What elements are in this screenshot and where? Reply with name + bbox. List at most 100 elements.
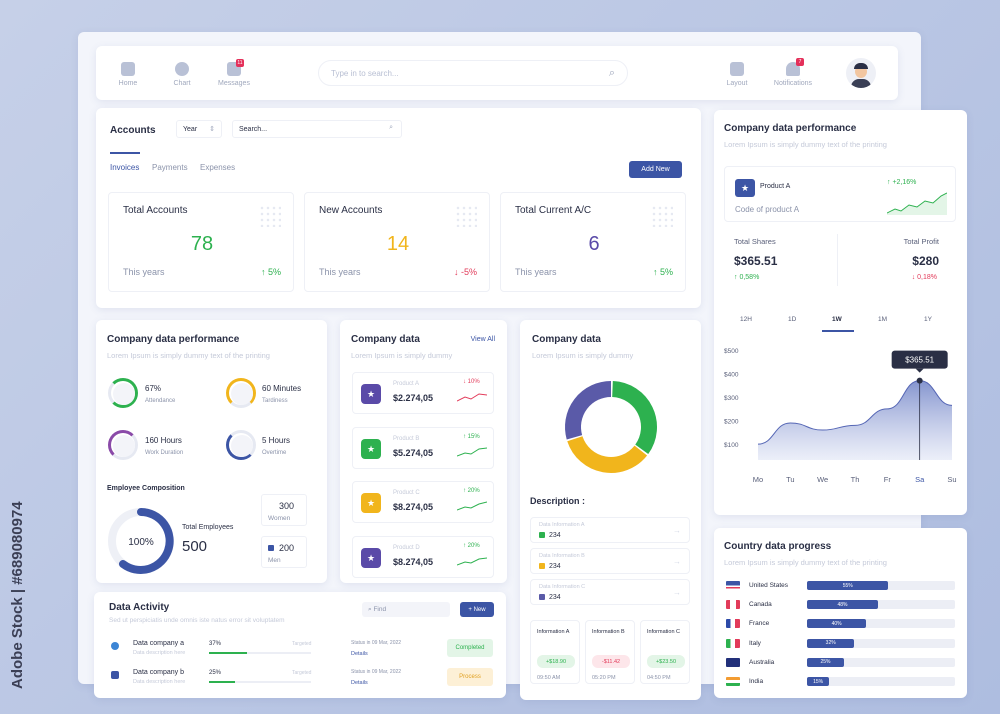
performance-right-subtitle: Lorem Ipsum is simply dummy text of the …: [724, 140, 887, 149]
activity-subtitle: Sed ut perspiciatis unde omnis iste natu…: [109, 617, 285, 624]
donut-segment: [611, 381, 657, 455]
country-name: France: [749, 620, 770, 628]
nav-home[interactable]: Home: [114, 62, 142, 87]
arrow-up-icon: ↑: [463, 543, 468, 549]
stat-title: New Accounts: [319, 205, 383, 216]
range-tab-12h[interactable]: 12H: [740, 316, 752, 323]
messages-badge: 11: [236, 59, 244, 67]
info-card[interactable]: Information A +$18.90 09:50 AM: [530, 620, 580, 684]
description-title: Description :: [530, 496, 586, 506]
product-row[interactable]: ★ Product A $2.274,05 ↓ 10%: [352, 372, 494, 414]
men-box: 200 Men: [261, 536, 307, 568]
progress-track: 48%: [807, 600, 955, 610]
flag-icon: [726, 657, 740, 667]
status-badge[interactable]: Process: [447, 668, 493, 686]
progress-fill: [209, 681, 235, 683]
tab-underline: [110, 152, 140, 154]
description-item[interactable]: Data Information A 234 →: [530, 517, 690, 543]
stat-total-accounts: Total Accounts 78 This years ↑ 5%: [108, 192, 294, 292]
product-row[interactable]: ★ Product D $8.274,05 ↑ 20%: [352, 536, 494, 578]
metric-value: 60 Minutes: [262, 384, 302, 393]
product-row[interactable]: ★ Product B $5.274,05 ↑ 15%: [352, 427, 494, 469]
find-input[interactable]: ⌕ Find: [362, 602, 450, 617]
tab-payments[interactable]: Payments: [152, 163, 188, 172]
arrow-down-icon: ↓: [453, 267, 461, 277]
donut-arc: [119, 508, 174, 574]
year-select[interactable]: Year ⇕: [176, 120, 222, 138]
status-badge[interactable]: Completed: [447, 639, 493, 657]
add-new-button[interactable]: Add New: [629, 161, 682, 178]
flag-icon: [726, 600, 740, 610]
donut-segment: [567, 435, 648, 473]
sparkline: [457, 557, 487, 566]
amount-pill: -$11.42: [592, 655, 630, 668]
company-donut-subtitle: Lorem Ipsum is simply dummy: [532, 351, 634, 360]
product-row[interactable]: ★ Product C $8.274,05 ↑ 20%: [352, 481, 494, 523]
dots-pattern-icon: [455, 205, 477, 227]
nav-chart[interactable]: Chart: [168, 62, 196, 87]
tab-expenses[interactable]: Expenses: [200, 163, 236, 172]
shares-value: $365.51: [734, 254, 778, 268]
nav-layout[interactable]: Layout: [722, 62, 752, 87]
accounts-search[interactable]: Search... ⌕: [232, 120, 402, 138]
country-name: United States: [749, 582, 789, 589]
search-input[interactable]: Type in to search...: [331, 69, 399, 78]
search-icon[interactable]: ⌕: [608, 67, 615, 79]
arrow-up-icon: ↑: [260, 267, 268, 277]
avatar[interactable]: [846, 58, 876, 88]
range-tab-1d[interactable]: 1D: [788, 316, 797, 323]
country-name: India: [749, 678, 764, 685]
progress-track: 55%: [807, 581, 955, 590]
highlight-point[interactable]: [916, 377, 923, 384]
x-tick-label: Mo: [753, 475, 763, 484]
tab-invoices[interactable]: Invoices: [110, 163, 140, 172]
view-all-link[interactable]: View All: [470, 336, 495, 343]
description-item[interactable]: Data Information C 234 →: [530, 579, 690, 605]
performance-right-title: Company data performance: [724, 123, 857, 134]
y-tick-label: $100: [724, 442, 739, 449]
arrow-up-icon: ↑: [463, 488, 468, 494]
details-link[interactable]: Details: [351, 680, 368, 686]
arrow-right-icon: →: [673, 557, 681, 566]
info-card[interactable]: Information C +$23.50 04:50 PM: [640, 620, 690, 684]
arrow-up-icon: ↑: [463, 434, 468, 440]
y-tick-label: $200: [724, 419, 739, 426]
range-tab-1m[interactable]: 1M: [878, 316, 888, 323]
nav-messages[interactable]: Messages: [214, 62, 254, 87]
metric-label: Attendance: [145, 398, 176, 404]
country-name: Italy: [749, 639, 761, 647]
search-icon: ⌕: [389, 124, 393, 131]
color-swatch: [539, 563, 545, 569]
notifications-badge: 7: [796, 58, 804, 66]
divider: [837, 234, 838, 286]
stat-period: This years: [123, 267, 165, 277]
progress-fill: 32%: [807, 638, 855, 648]
new-button[interactable]: + New: [460, 602, 494, 617]
document-icon: [231, 435, 253, 457]
search-bar[interactable]: Type in to search... ⌕: [318, 60, 628, 86]
table-row[interactable]: Data company b Data description here 25%…: [94, 665, 506, 689]
nav-notifications[interactable]: Notifications: [770, 62, 816, 87]
info-card[interactable]: Information B -$11.42 05:20 PM: [585, 620, 635, 684]
description-item[interactable]: Data Information B 234 →: [530, 548, 690, 574]
stat-change: ↑ 5%: [260, 267, 281, 277]
table-row[interactable]: Data company a Data description here 37%…: [94, 636, 506, 660]
tardiness-ring: [226, 378, 256, 408]
range-tab-1w[interactable]: 1W: [832, 316, 842, 323]
product-a-box[interactable]: ★ Product A Code of product A ↑ +2,16%: [724, 166, 956, 222]
country-card: Country data progress Lorem Ipsum is sim…: [714, 528, 967, 698]
progress-track: [209, 681, 311, 683]
color-swatch: [539, 532, 545, 538]
overtime-ring: [226, 430, 256, 460]
tooltip-box: [891, 350, 948, 369]
flag-icon: [726, 581, 740, 590]
dots-pattern-icon: [651, 205, 673, 227]
activity-card: Data Activity Sed ut perspiciatis unde o…: [94, 592, 506, 698]
side-watermark: Adobe Stock | #689080974: [9, 479, 29, 689]
flag-icon: [726, 677, 740, 686]
x-tick-label: Th: [851, 475, 860, 484]
details-link[interactable]: Details: [351, 651, 368, 657]
range-tab-1y[interactable]: 1Y: [924, 316, 932, 323]
arrow-up-icon: ↑: [887, 179, 893, 186]
progress-fill: 15%: [807, 677, 830, 686]
